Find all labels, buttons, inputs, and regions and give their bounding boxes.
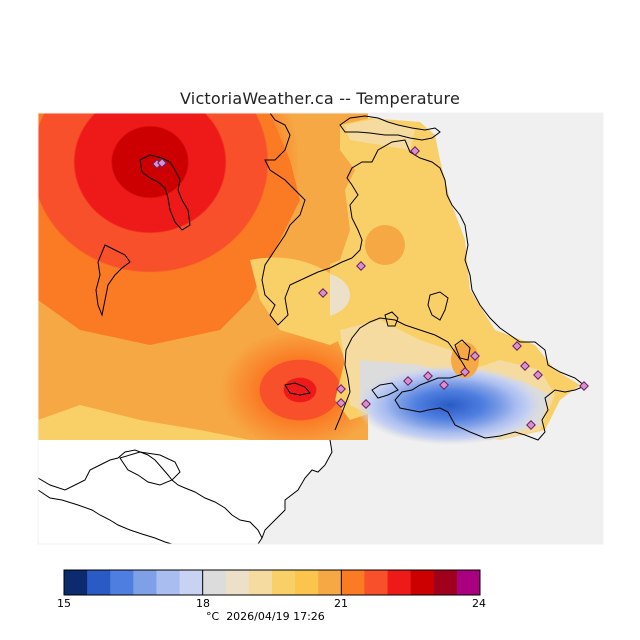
station-marker bbox=[356, 261, 366, 271]
west-temperature-field bbox=[38, 113, 368, 440]
colorbar-swatch bbox=[341, 570, 365, 595]
colorbar-swatch bbox=[133, 570, 157, 595]
colorbar-swatch bbox=[64, 570, 88, 595]
station-marker bbox=[410, 146, 420, 156]
station-marker bbox=[470, 351, 480, 361]
colorbar-tick-label: 15 bbox=[57, 597, 71, 610]
colorbar-tick-label: 21 bbox=[334, 597, 348, 610]
colorbar-swatch bbox=[318, 570, 342, 595]
colorbar-swatch bbox=[433, 570, 458, 595]
colorbar-tick-label: 24 bbox=[472, 597, 486, 610]
land-no-data bbox=[38, 440, 332, 544]
temperature-colorbar bbox=[63, 569, 481, 596]
colorbar-swatch bbox=[87, 570, 111, 595]
station-marker bbox=[423, 371, 433, 381]
colorbar-swatch bbox=[179, 570, 204, 595]
station-marker bbox=[526, 420, 536, 430]
station-marker bbox=[361, 399, 371, 409]
colorbar-swatch bbox=[248, 570, 273, 595]
station-marker bbox=[318, 288, 328, 298]
colorbar-swatch bbox=[387, 570, 412, 595]
station-marker bbox=[520, 361, 530, 371]
colorbar-swatch bbox=[156, 570, 181, 595]
units-and-timestamp: °C 2026/04/19 17:26 bbox=[206, 610, 325, 623]
coastlines bbox=[37, 112, 586, 545]
station-marker bbox=[336, 398, 346, 408]
colorbar-swatch bbox=[110, 570, 134, 595]
station-marker bbox=[403, 376, 413, 386]
colorbar-swatch bbox=[456, 570, 481, 595]
colorbar-swatch bbox=[272, 570, 296, 595]
station-marker bbox=[512, 341, 522, 351]
station-marker bbox=[460, 367, 470, 377]
colorbar-swatch bbox=[202, 570, 227, 595]
station-marker bbox=[579, 381, 589, 391]
colorbar-swatch bbox=[225, 570, 250, 595]
colorbar-swatch bbox=[295, 570, 319, 595]
colorbar-swatch bbox=[364, 570, 389, 595]
colorbar-tick-label: 18 bbox=[196, 597, 210, 610]
station-marker bbox=[439, 380, 449, 390]
units-label: °C bbox=[206, 610, 220, 623]
station-marker bbox=[157, 158, 167, 168]
station-marker bbox=[336, 384, 346, 394]
colorbar-swatch bbox=[410, 570, 435, 595]
station-marker bbox=[533, 370, 543, 380]
timestamp: 2026/04/19 17:26 bbox=[226, 610, 325, 623]
weather-stations bbox=[152, 146, 589, 430]
east-temperature-field bbox=[330, 118, 580, 445]
map-title: VictoriaWeather.ca -- Temperature bbox=[180, 89, 460, 108]
